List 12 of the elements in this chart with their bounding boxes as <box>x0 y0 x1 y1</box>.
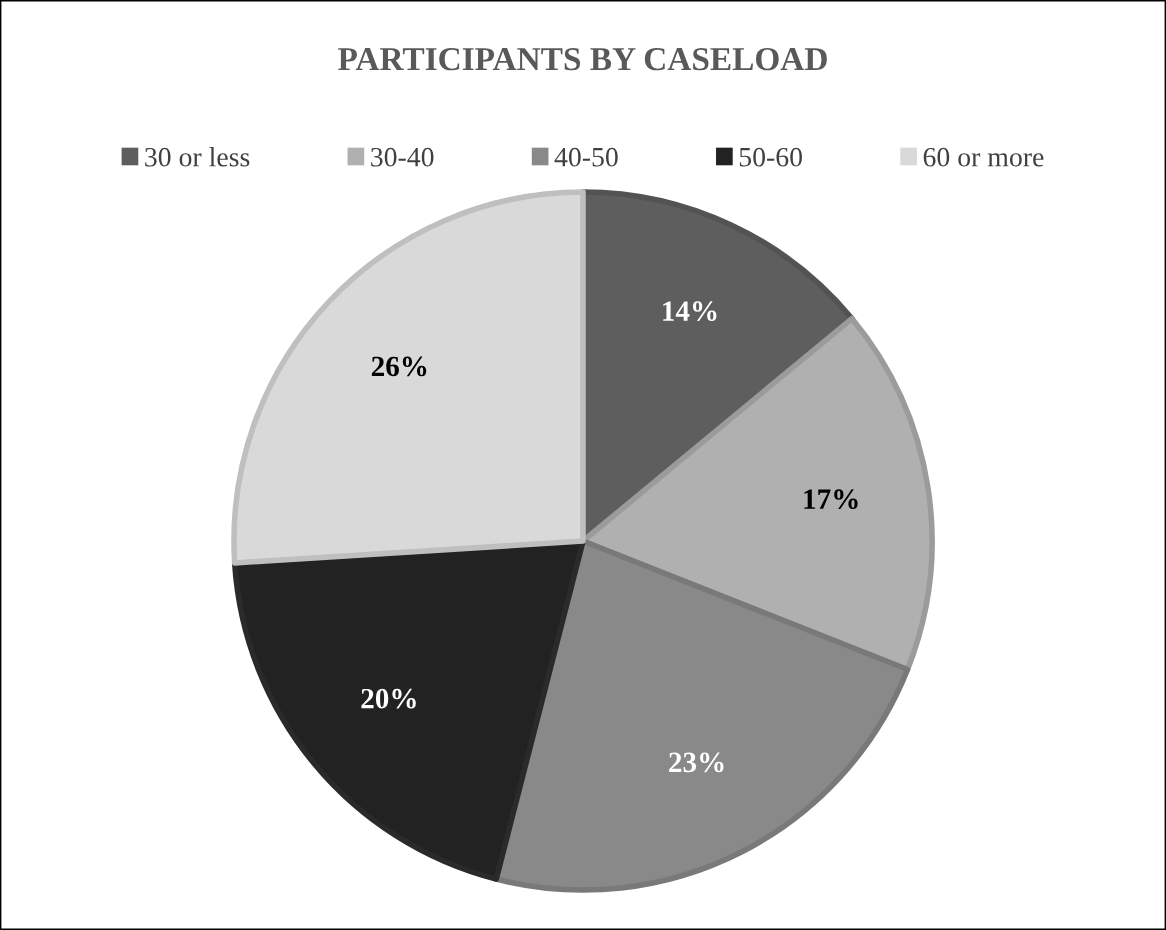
legend-label: 40-50 <box>554 147 618 167</box>
data-label: 23% <box>669 752 724 773</box>
legend-label: 30 or less <box>145 147 250 167</box>
data-label: 20% <box>361 688 416 709</box>
chart-title: PARTICIPANTS BY CASELOAD <box>338 47 827 71</box>
data-label: 17% <box>804 489 858 510</box>
data-label: 14% <box>663 301 717 322</box>
pie-slice <box>231 189 586 566</box>
legend-label: 30-40 <box>371 147 434 167</box>
legend-label: 60 or more <box>923 147 1044 167</box>
data-label: 26% <box>371 356 427 377</box>
legend-label: 50-60 <box>739 147 802 167</box>
